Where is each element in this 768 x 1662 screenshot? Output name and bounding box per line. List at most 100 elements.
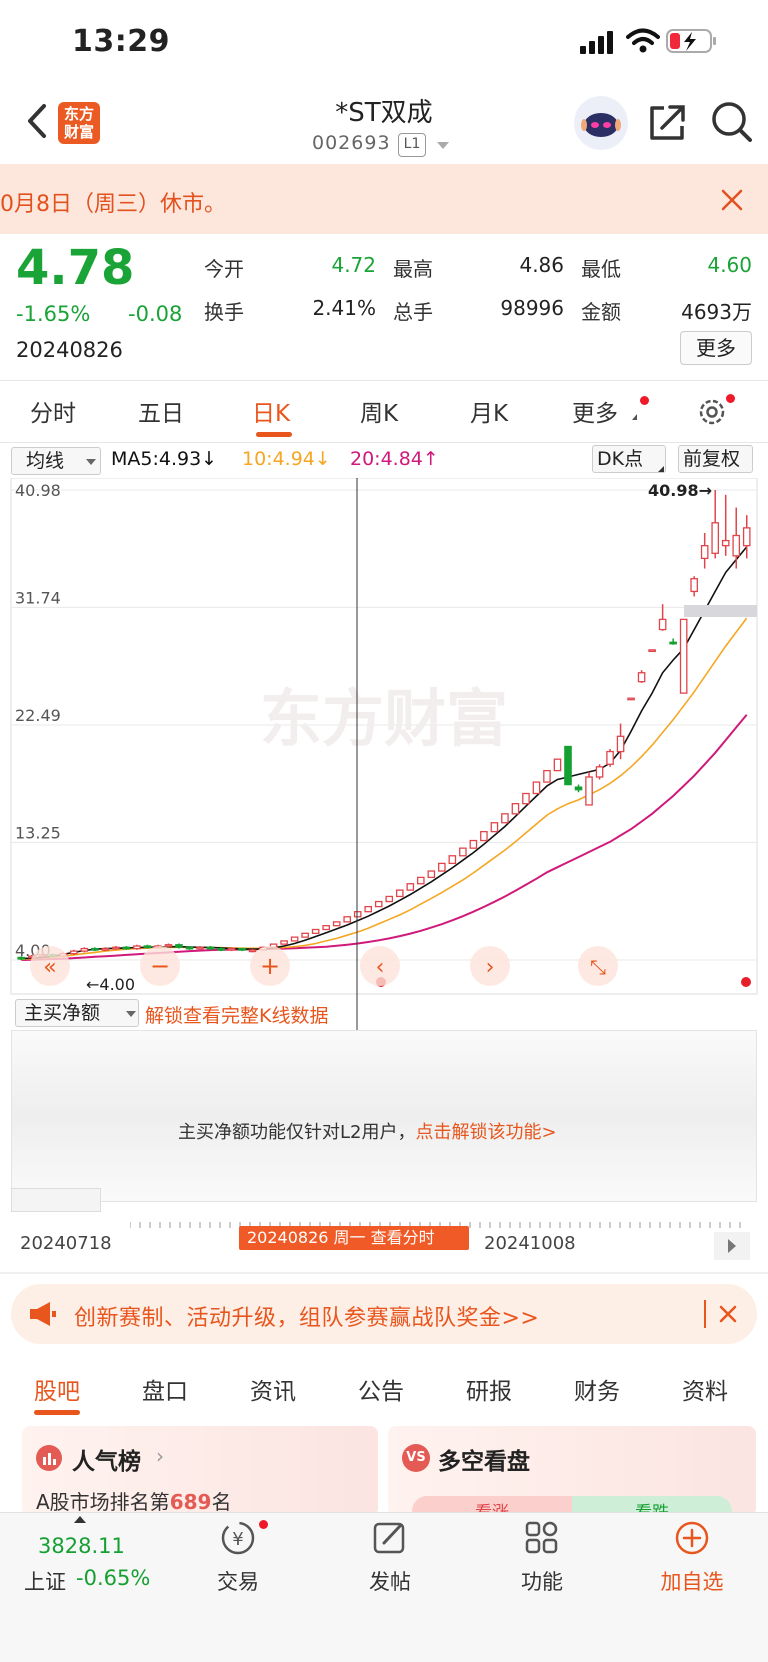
tab-more-badge <box>640 396 649 405</box>
unlock-kline-link[interactable]: 解锁查看完整K线数据 <box>145 1005 329 1027</box>
candle-body <box>721 539 730 547</box>
tab-more-caret-icon <box>632 414 637 420</box>
zoom-in-button: + <box>250 946 290 986</box>
candle <box>742 515 751 559</box>
ma5-readout: MA5:4.93↓ <box>111 448 218 470</box>
chevron-down-icon[interactable] <box>437 142 449 149</box>
nav-trade[interactable]: 交易 <box>217 1570 259 1594</box>
candle-body <box>732 534 741 557</box>
ma10-line <box>21 617 748 961</box>
index-value[interactable]: 3828.11 <box>38 1534 125 1558</box>
cursor-date-pill[interactable]: 20240826 周一 查看分时 <box>239 1226 469 1250</box>
candle-body <box>311 928 320 934</box>
popularity-card[interactable] <box>22 1426 378 1516</box>
tab-weekly-k[interactable]: 周K <box>360 401 399 427</box>
candle <box>238 947 246 952</box>
candle <box>700 532 709 569</box>
candle <box>80 947 89 953</box>
candle-body <box>343 916 352 923</box>
candle-body <box>627 697 635 701</box>
l2-info-label: 主买净额功能仅针对L2用户， <box>178 1122 416 1143</box>
tab-profile[interactable]: 资料 <box>682 1379 728 1405</box>
candle <box>91 947 99 952</box>
chart-bar-icon <box>36 1445 62 1471</box>
share-icon[interactable] <box>648 102 688 142</box>
duokong-title: 多空看盘 <box>438 1449 530 1475</box>
low-value: 4.60 <box>707 253 752 277</box>
nav-function[interactable]: 功能 <box>521 1570 563 1594</box>
dk-point-button[interactable]: DK点 <box>592 445 666 473</box>
stock-code: 002693 <box>312 132 391 154</box>
tab-monthly-k[interactable]: 月K <box>470 401 509 427</box>
level-badge[interactable]: L1 <box>398 133 426 157</box>
tab-intraday[interactable]: 分时 <box>30 401 76 427</box>
candle <box>322 925 330 931</box>
eastmoney-logo: 东方 财富 <box>58 102 100 144</box>
fullscreen-button: ⤡ <box>578 946 618 986</box>
robot-assistant-icon[interactable] <box>574 96 628 150</box>
candle-body <box>17 956 26 960</box>
candle <box>448 855 457 865</box>
tab-news[interactable]: 资讯 <box>250 1379 296 1405</box>
scroll-thumb[interactable] <box>11 1188 101 1212</box>
candle-body <box>238 947 246 951</box>
popularity-rank: 689 <box>169 1490 212 1514</box>
tab-pankou[interactable]: 盘口 <box>142 1379 188 1405</box>
back-icon[interactable] <box>22 100 52 142</box>
current-price-marker <box>684 605 757 617</box>
candle <box>648 649 656 653</box>
index-label[interactable]: 上证 <box>24 1570 66 1594</box>
function-grid-icon[interactable] <box>522 1518 562 1558</box>
candle-body <box>459 847 467 857</box>
candle <box>280 940 288 945</box>
unlock-l2-link[interactable]: 点击解锁该功能> <box>415 1122 557 1143</box>
close-icon[interactable] <box>718 1304 738 1324</box>
market-notice-text: 0月8日（周三）休市。 <box>0 192 226 217</box>
settings-gear-icon[interactable] <box>696 396 728 428</box>
candle-body <box>574 786 583 791</box>
promo-banner[interactable] <box>11 1284 757 1344</box>
close-icon[interactable] <box>720 188 744 212</box>
index-change[interactable]: -0.65% <box>76 1566 151 1590</box>
promo-banner-text[interactable]: 创新赛制、活动升级，组队参赛赢战队奖金>> <box>74 1306 540 1331</box>
trade-icon[interactable]: ¥ <box>218 1518 258 1558</box>
ma-selector-label: 均线 <box>26 450 65 472</box>
more-quote-button[interactable]: 更多 <box>680 331 752 365</box>
add-watchlist-icon[interactable] <box>672 1518 712 1558</box>
search-icon[interactable] <box>710 100 754 144</box>
divider <box>704 1300 706 1328</box>
nav-post[interactable]: 发帖 <box>369 1570 411 1594</box>
tab-five-day[interactable]: 五日 <box>138 401 184 427</box>
bottom-nav <box>0 1512 768 1662</box>
tab-daily-k[interactable]: 日K <box>252 401 291 427</box>
candle-body <box>690 578 698 593</box>
candle <box>658 604 667 631</box>
candle-body <box>700 545 709 560</box>
candle <box>185 946 194 950</box>
tab-guba[interactable]: 股吧 <box>34 1379 80 1405</box>
lower-indicator-selector[interactable]: 主买净额 <box>15 999 139 1027</box>
candle-body <box>122 946 131 950</box>
wifi-icon <box>626 28 660 53</box>
candle-body <box>374 900 383 908</box>
candle-body <box>648 649 656 653</box>
candle-body <box>91 947 99 951</box>
candle-body <box>353 911 362 918</box>
edit-post-icon[interactable] <box>370 1518 410 1558</box>
min-price-label: ←4.00 <box>86 975 135 994</box>
chevron-right-icon[interactable] <box>714 1232 750 1260</box>
adjust-button[interactable]: 前复权 <box>678 445 753 473</box>
tab-more[interactable]: 更多 <box>572 401 618 427</box>
candle <box>290 936 299 942</box>
battery-icon <box>666 29 716 53</box>
tab-announcements[interactable]: 公告 <box>358 1379 404 1405</box>
candle-body <box>332 921 341 927</box>
chevron-up-icon[interactable] <box>74 1516 86 1523</box>
tab-research[interactable]: 研报 <box>466 1379 512 1405</box>
divider <box>0 442 768 443</box>
tab-finance[interactable]: 财务 <box>574 1379 620 1405</box>
nav-add-watchlist[interactable]: 加自选 <box>660 1570 724 1594</box>
candle-body <box>469 839 478 849</box>
candle-body <box>416 876 425 885</box>
